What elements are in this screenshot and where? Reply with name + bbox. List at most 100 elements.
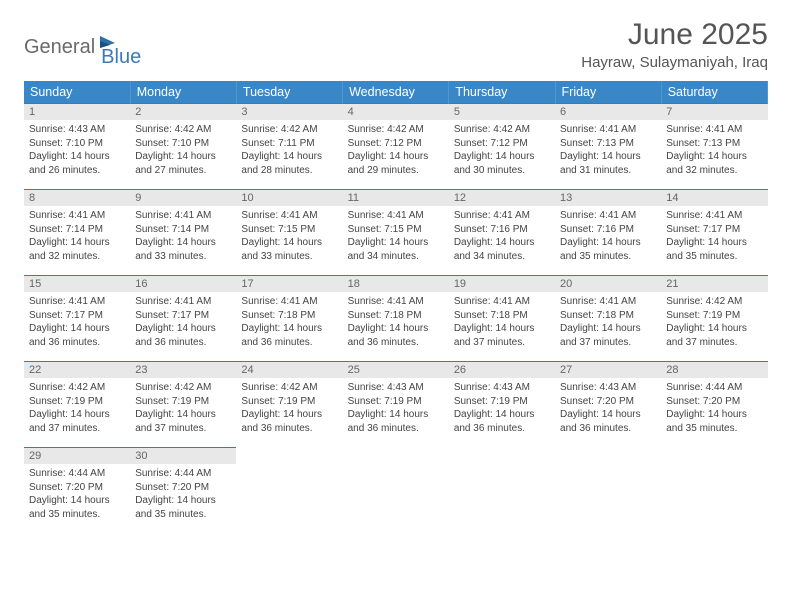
day-number: 18 <box>343 276 449 292</box>
calendar-day-cell: 28Sunrise: 4:44 AMSunset: 7:20 PMDayligh… <box>661 362 767 448</box>
day-details: Sunrise: 4:41 AMSunset: 7:13 PMDaylight:… <box>661 120 767 181</box>
day-number: 27 <box>555 362 661 378</box>
day-number: 2 <box>130 104 236 120</box>
day-details: Sunrise: 4:41 AMSunset: 7:16 PMDaylight:… <box>449 206 555 267</box>
day-number: 24 <box>236 362 342 378</box>
day-details: Sunrise: 4:43 AMSunset: 7:19 PMDaylight:… <box>449 378 555 439</box>
day-details: Sunrise: 4:43 AMSunset: 7:19 PMDaylight:… <box>343 378 449 439</box>
calendar-day-cell: 1Sunrise: 4:43 AMSunset: 7:10 PMDaylight… <box>24 104 130 190</box>
calendar-day-cell <box>236 448 342 534</box>
day-details: Sunrise: 4:42 AMSunset: 7:12 PMDaylight:… <box>449 120 555 181</box>
day-number: 14 <box>661 190 767 206</box>
weekday-header: Wednesday <box>343 81 449 104</box>
calendar-day-cell: 21Sunrise: 4:42 AMSunset: 7:19 PMDayligh… <box>661 276 767 362</box>
weekday-header-row: SundayMondayTuesdayWednesdayThursdayFrid… <box>24 81 768 104</box>
weekday-header: Tuesday <box>236 81 342 104</box>
calendar-day-cell: 29Sunrise: 4:44 AMSunset: 7:20 PMDayligh… <box>24 448 130 534</box>
day-number: 17 <box>236 276 342 292</box>
calendar-week-row: 22Sunrise: 4:42 AMSunset: 7:19 PMDayligh… <box>24 362 768 448</box>
day-number: 8 <box>24 190 130 206</box>
day-details: Sunrise: 4:43 AMSunset: 7:10 PMDaylight:… <box>24 120 130 181</box>
calendar-day-cell: 19Sunrise: 4:41 AMSunset: 7:18 PMDayligh… <box>449 276 555 362</box>
day-details: Sunrise: 4:44 AMSunset: 7:20 PMDaylight:… <box>24 464 130 525</box>
day-number: 11 <box>343 190 449 206</box>
calendar-day-cell: 26Sunrise: 4:43 AMSunset: 7:19 PMDayligh… <box>449 362 555 448</box>
day-number: 13 <box>555 190 661 206</box>
calendar-day-cell: 11Sunrise: 4:41 AMSunset: 7:15 PMDayligh… <box>343 190 449 276</box>
calendar-day-cell: 10Sunrise: 4:41 AMSunset: 7:15 PMDayligh… <box>236 190 342 276</box>
location-text: Hayraw, Sulaymaniyah, Iraq <box>581 54 768 71</box>
calendar-day-cell <box>661 448 767 534</box>
header: General Blue June 2025 Hayraw, Sulaymani… <box>24 18 768 71</box>
calendar-day-cell: 15Sunrise: 4:41 AMSunset: 7:17 PMDayligh… <box>24 276 130 362</box>
day-number: 15 <box>24 276 130 292</box>
weekday-header: Monday <box>130 81 236 104</box>
day-details: Sunrise: 4:41 AMSunset: 7:14 PMDaylight:… <box>130 206 236 267</box>
day-details: Sunrise: 4:41 AMSunset: 7:16 PMDaylight:… <box>555 206 661 267</box>
calendar-day-cell: 3Sunrise: 4:42 AMSunset: 7:11 PMDaylight… <box>236 104 342 190</box>
day-number: 25 <box>343 362 449 378</box>
day-details: Sunrise: 4:41 AMSunset: 7:14 PMDaylight:… <box>24 206 130 267</box>
day-details: Sunrise: 4:41 AMSunset: 7:18 PMDaylight:… <box>236 292 342 353</box>
day-details: Sunrise: 4:41 AMSunset: 7:15 PMDaylight:… <box>343 206 449 267</box>
calendar-week-row: 1Sunrise: 4:43 AMSunset: 7:10 PMDaylight… <box>24 104 768 190</box>
day-number: 12 <box>449 190 555 206</box>
day-details: Sunrise: 4:41 AMSunset: 7:17 PMDaylight:… <box>661 206 767 267</box>
weekday-header: Sunday <box>24 81 130 104</box>
day-details: Sunrise: 4:42 AMSunset: 7:19 PMDaylight:… <box>661 292 767 353</box>
calendar-day-cell: 12Sunrise: 4:41 AMSunset: 7:16 PMDayligh… <box>449 190 555 276</box>
day-details: Sunrise: 4:42 AMSunset: 7:12 PMDaylight:… <box>343 120 449 181</box>
day-details: Sunrise: 4:41 AMSunset: 7:18 PMDaylight:… <box>449 292 555 353</box>
calendar-day-cell: 22Sunrise: 4:42 AMSunset: 7:19 PMDayligh… <box>24 362 130 448</box>
calendar-day-cell <box>449 448 555 534</box>
day-number: 6 <box>555 104 661 120</box>
day-details: Sunrise: 4:41 AMSunset: 7:13 PMDaylight:… <box>555 120 661 181</box>
calendar-week-row: 15Sunrise: 4:41 AMSunset: 7:17 PMDayligh… <box>24 276 768 362</box>
calendar-day-cell: 25Sunrise: 4:43 AMSunset: 7:19 PMDayligh… <box>343 362 449 448</box>
day-number: 10 <box>236 190 342 206</box>
calendar-day-cell: 7Sunrise: 4:41 AMSunset: 7:13 PMDaylight… <box>661 104 767 190</box>
logo-text-blue: Blue <box>101 46 141 69</box>
calendar-week-row: 8Sunrise: 4:41 AMSunset: 7:14 PMDaylight… <box>24 190 768 276</box>
day-number: 23 <box>130 362 236 378</box>
day-number: 9 <box>130 190 236 206</box>
calendar-day-cell: 13Sunrise: 4:41 AMSunset: 7:16 PMDayligh… <box>555 190 661 276</box>
day-details: Sunrise: 4:41 AMSunset: 7:15 PMDaylight:… <box>236 206 342 267</box>
day-details: Sunrise: 4:42 AMSunset: 7:19 PMDaylight:… <box>130 378 236 439</box>
day-details: Sunrise: 4:44 AMSunset: 7:20 PMDaylight:… <box>130 464 236 525</box>
calendar-day-cell: 24Sunrise: 4:42 AMSunset: 7:19 PMDayligh… <box>236 362 342 448</box>
calendar-day-cell: 14Sunrise: 4:41 AMSunset: 7:17 PMDayligh… <box>661 190 767 276</box>
day-details: Sunrise: 4:42 AMSunset: 7:19 PMDaylight:… <box>24 378 130 439</box>
day-number: 20 <box>555 276 661 292</box>
day-details: Sunrise: 4:42 AMSunset: 7:11 PMDaylight:… <box>236 120 342 181</box>
day-details: Sunrise: 4:42 AMSunset: 7:10 PMDaylight:… <box>130 120 236 181</box>
calendar-day-cell: 20Sunrise: 4:41 AMSunset: 7:18 PMDayligh… <box>555 276 661 362</box>
day-number: 29 <box>24 448 130 464</box>
calendar-day-cell: 8Sunrise: 4:41 AMSunset: 7:14 PMDaylight… <box>24 190 130 276</box>
calendar-day-cell: 16Sunrise: 4:41 AMSunset: 7:17 PMDayligh… <box>130 276 236 362</box>
day-number: 3 <box>236 104 342 120</box>
day-details: Sunrise: 4:41 AMSunset: 7:18 PMDaylight:… <box>343 292 449 353</box>
day-details: Sunrise: 4:44 AMSunset: 7:20 PMDaylight:… <box>661 378 767 439</box>
calendar-day-cell: 5Sunrise: 4:42 AMSunset: 7:12 PMDaylight… <box>449 104 555 190</box>
calendar-day-cell: 2Sunrise: 4:42 AMSunset: 7:10 PMDaylight… <box>130 104 236 190</box>
page-title: June 2025 <box>581 18 768 52</box>
day-details: Sunrise: 4:41 AMSunset: 7:18 PMDaylight:… <box>555 292 661 353</box>
day-details: Sunrise: 4:41 AMSunset: 7:17 PMDaylight:… <box>130 292 236 353</box>
logo: General Blue <box>24 26 141 69</box>
day-number: 16 <box>130 276 236 292</box>
day-number: 19 <box>449 276 555 292</box>
calendar-day-cell <box>555 448 661 534</box>
calendar-body: 1Sunrise: 4:43 AMSunset: 7:10 PMDaylight… <box>24 104 768 534</box>
calendar-table: SundayMondayTuesdayWednesdayThursdayFrid… <box>24 81 768 534</box>
weekday-header: Saturday <box>661 81 767 104</box>
calendar-day-cell: 6Sunrise: 4:41 AMSunset: 7:13 PMDaylight… <box>555 104 661 190</box>
calendar-day-cell: 4Sunrise: 4:42 AMSunset: 7:12 PMDaylight… <box>343 104 449 190</box>
day-details: Sunrise: 4:43 AMSunset: 7:20 PMDaylight:… <box>555 378 661 439</box>
day-number: 1 <box>24 104 130 120</box>
calendar-day-cell: 30Sunrise: 4:44 AMSunset: 7:20 PMDayligh… <box>130 448 236 534</box>
day-details: Sunrise: 4:42 AMSunset: 7:19 PMDaylight:… <box>236 378 342 439</box>
day-number: 7 <box>661 104 767 120</box>
day-number: 28 <box>661 362 767 378</box>
day-number: 4 <box>343 104 449 120</box>
